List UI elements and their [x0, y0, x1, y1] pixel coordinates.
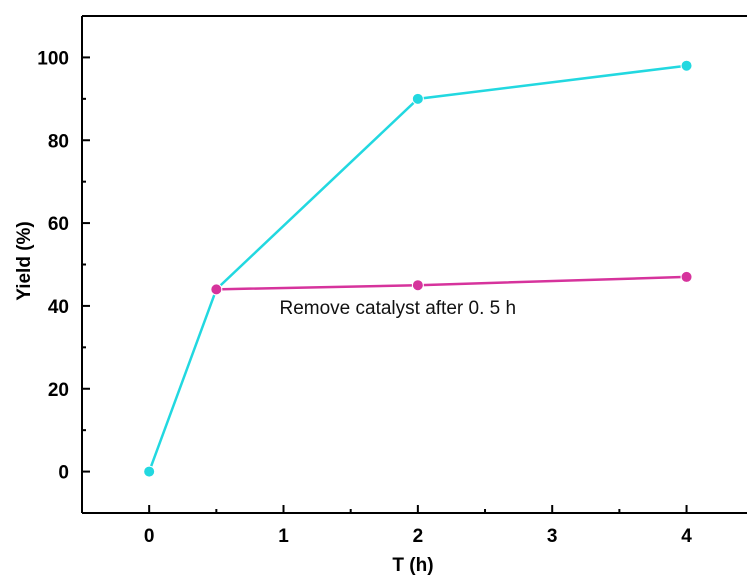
labels: T (h) Yield (%) Remove catalyst after 0.…: [14, 221, 516, 576]
y-axis-title: Yield (%): [14, 221, 35, 301]
y-tick-label: 40: [48, 297, 69, 318]
series-line: [216, 275, 687, 291]
x-tick-label: 1: [278, 526, 289, 547]
y-tick-label: 100: [37, 48, 69, 69]
x-tick-label: 2: [413, 526, 424, 547]
x-axis-title: T (h): [392, 555, 433, 576]
y-tick-label: 80: [48, 131, 69, 152]
data-point: [210, 283, 223, 296]
data-point: [680, 59, 693, 72]
data-point: [411, 92, 424, 105]
x-tick-label: 4: [681, 526, 692, 547]
series-0: [143, 59, 693, 478]
y-tick-label: 20: [48, 380, 69, 401]
x-tick-label: 0: [144, 526, 155, 547]
y-tick-label: 60: [48, 214, 69, 235]
annotation-remove-catalyst: Remove catalyst after 0. 5 h: [279, 298, 516, 319]
data-point: [411, 279, 424, 292]
axes: 0 20 40 60 80 100 0 1 2 3 4: [37, 15, 747, 547]
data-point: [680, 270, 693, 283]
series-layer: [143, 59, 693, 478]
data-point: [143, 465, 156, 478]
x-tick-label: 3: [547, 526, 558, 547]
y-tick-label: 0: [58, 463, 69, 484]
series-1: [210, 270, 693, 296]
series-line: [147, 64, 687, 473]
